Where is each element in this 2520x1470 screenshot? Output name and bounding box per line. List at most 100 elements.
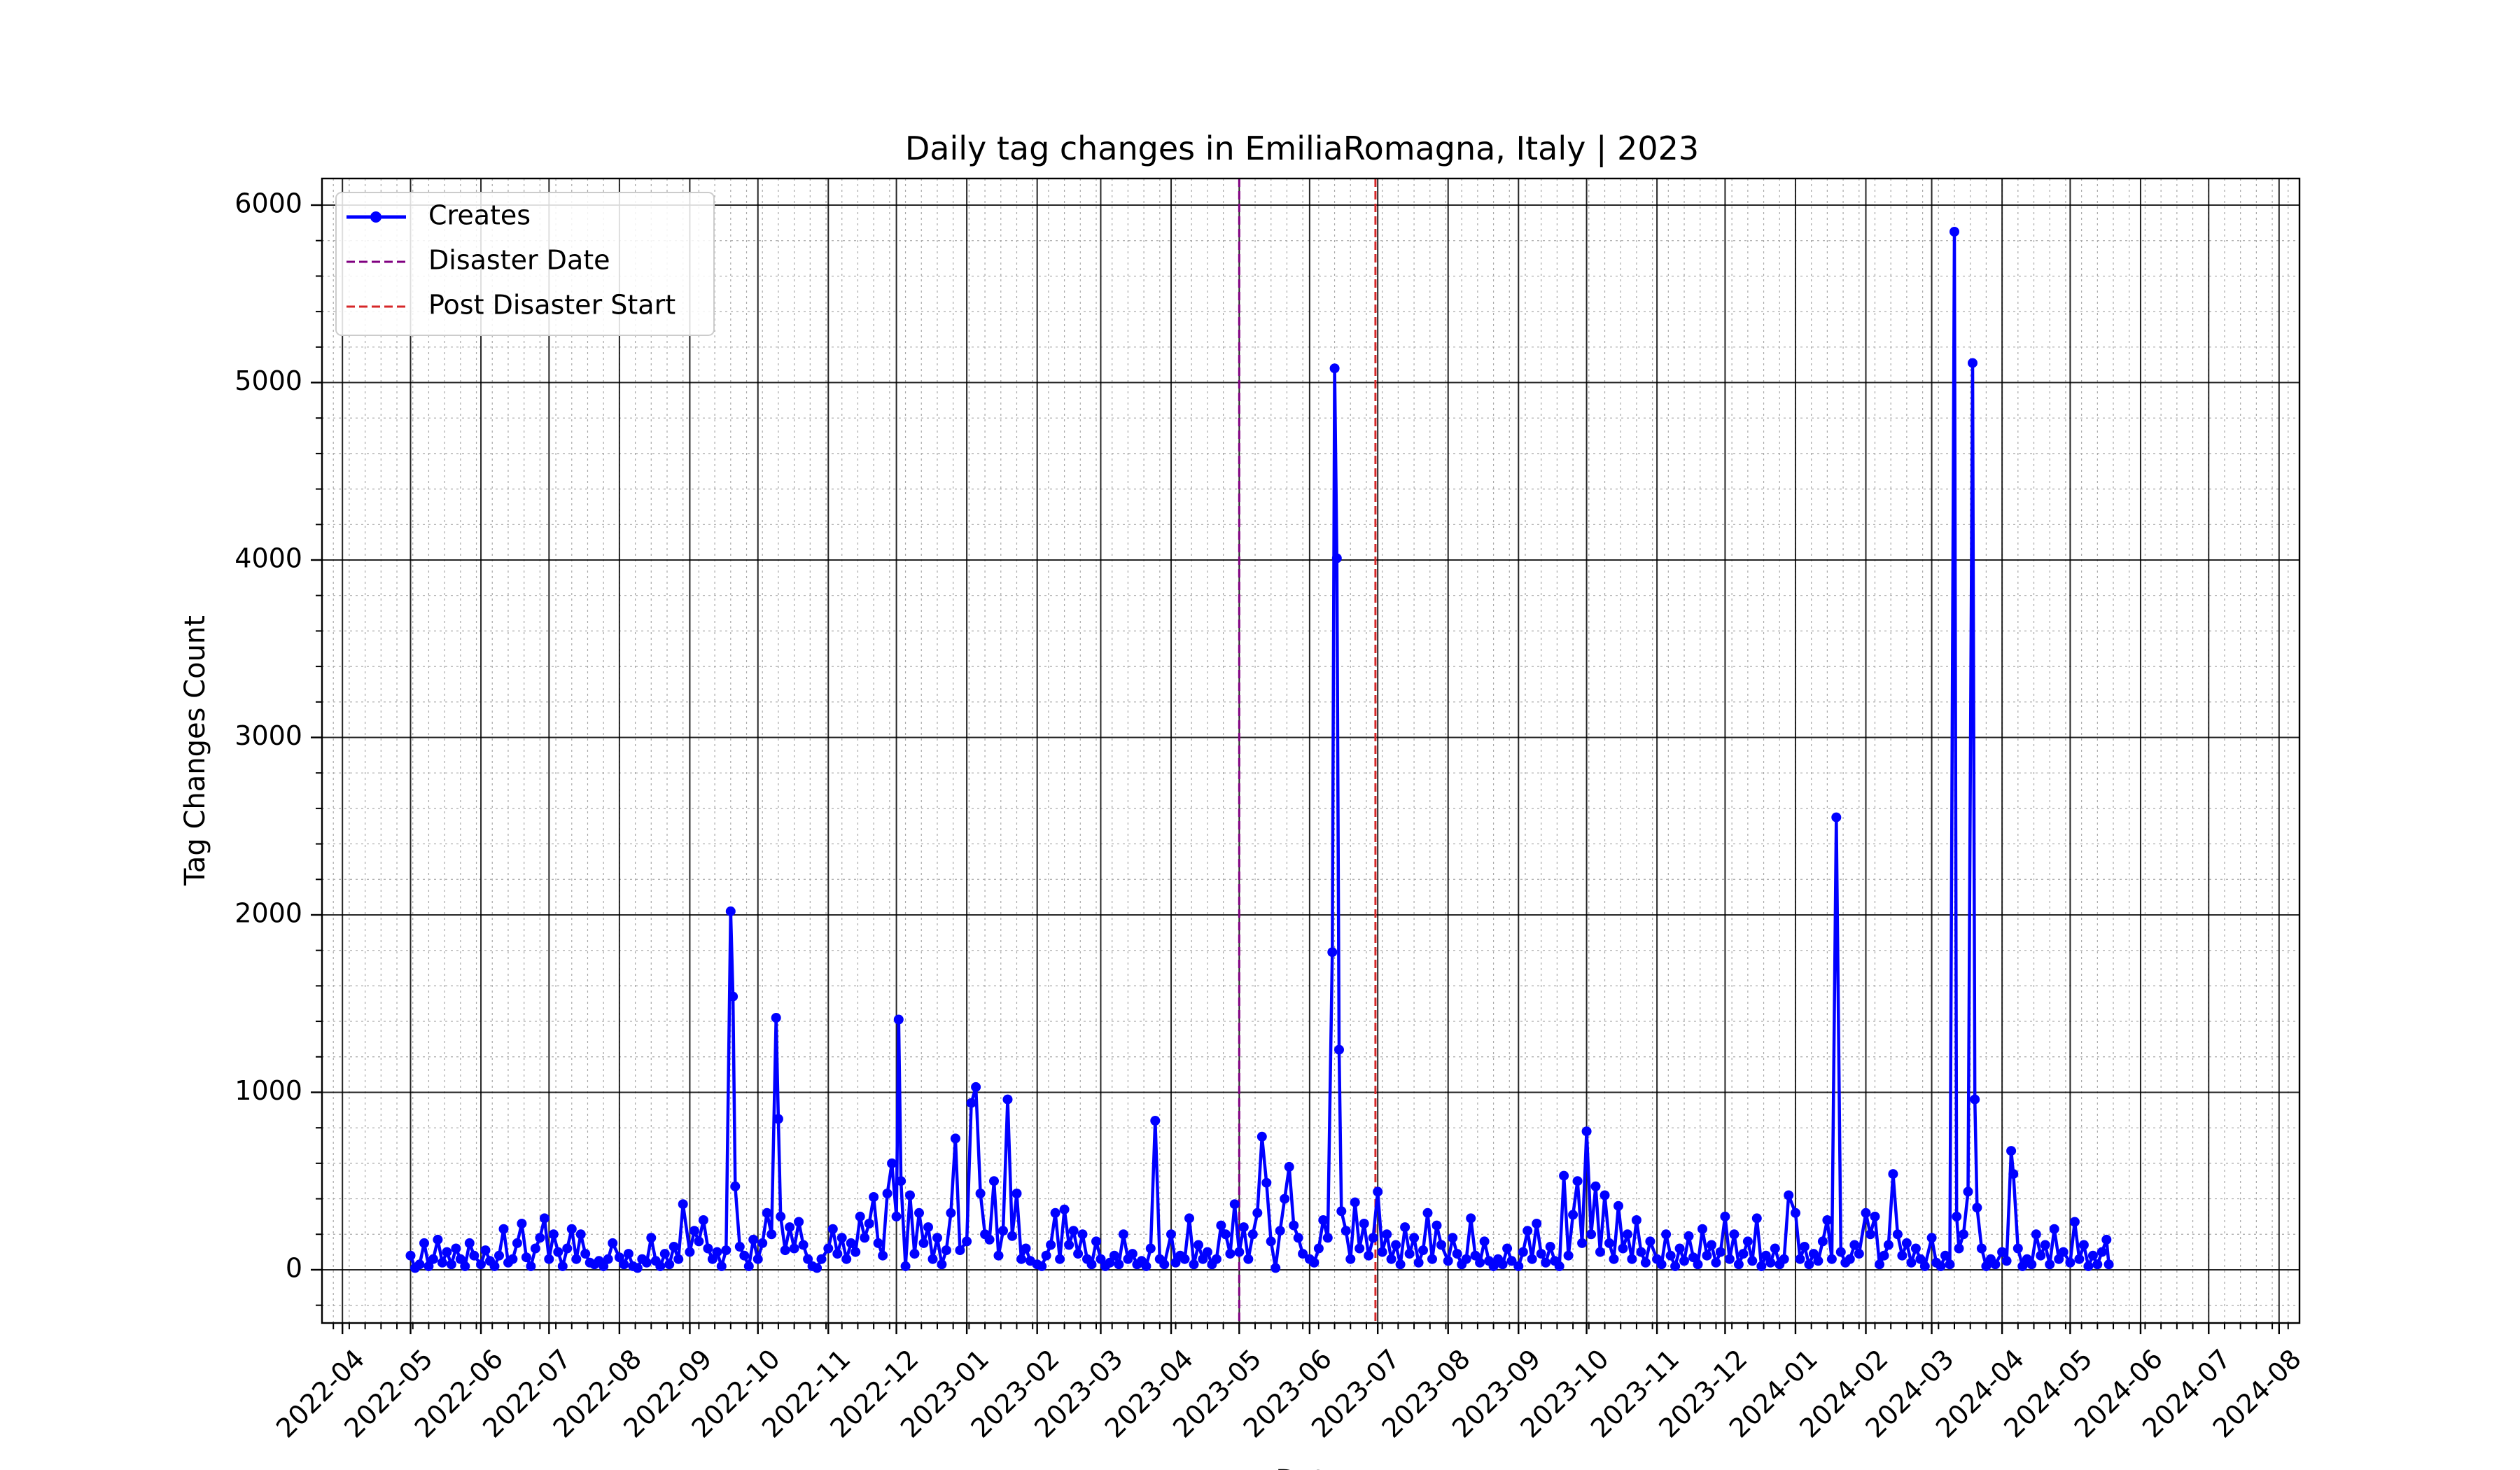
- creates-point: [1865, 1229, 1875, 1240]
- legend-entry-post-disaster-start: Post Disaster Start: [346, 290, 676, 321]
- creates-point: [1770, 1243, 1780, 1254]
- creates-point: [1470, 1250, 1480, 1261]
- creates-point: [789, 1243, 799, 1254]
- creates-point: [1590, 1181, 1601, 1191]
- creates-point: [1791, 1208, 1800, 1218]
- creates-point: [2092, 1259, 2103, 1270]
- legend-label: Creates: [428, 200, 531, 231]
- creates-point: [1693, 1259, 1703, 1270]
- creates-point: [1609, 1254, 1619, 1264]
- creates-point: [1318, 1215, 1329, 1225]
- creates-point: [725, 906, 736, 916]
- creates-point: [776, 1211, 786, 1222]
- creates-point: [1194, 1240, 1203, 1250]
- creates-point: [2054, 1254, 2064, 1264]
- creates-point: [548, 1229, 559, 1240]
- creates-point: [1198, 1254, 1208, 1264]
- creates-point: [539, 1213, 550, 1224]
- creates-point: [998, 1226, 1008, 1236]
- creates-point: [1479, 1236, 1490, 1247]
- creates-point: [1475, 1257, 1485, 1268]
- creates-point: [526, 1261, 536, 1271]
- event-lines: [1238, 178, 1377, 1323]
- creates-point: [946, 1208, 956, 1218]
- creates-point: [1527, 1254, 1537, 1264]
- creates-point: [1618, 1243, 1628, 1254]
- creates-point: [1184, 1213, 1194, 1224]
- legend-box: [335, 192, 715, 336]
- creates-point: [1096, 1254, 1106, 1264]
- creates-point: [2083, 1261, 2094, 1271]
- creates-point: [1313, 1243, 1324, 1254]
- data-series: [405, 227, 2114, 1273]
- creates-point: [1359, 1219, 1369, 1228]
- creates-point: [1586, 1229, 1597, 1240]
- creates-point: [1897, 1250, 1907, 1261]
- creates-point: [1733, 1259, 1744, 1270]
- creates-point: [716, 1261, 727, 1271]
- creates-point: [827, 1224, 838, 1234]
- creates-point: [1572, 1176, 1583, 1186]
- creates-point: [803, 1254, 813, 1264]
- creates-point: [1707, 1240, 1716, 1250]
- creates-point: [1046, 1240, 1056, 1250]
- creates-point: [1879, 1250, 1889, 1261]
- creates-point: [1813, 1256, 1823, 1266]
- legend-marker-creates: [370, 211, 382, 223]
- creates-point: [1656, 1259, 1667, 1270]
- creates-point: [608, 1238, 618, 1248]
- creates-point: [730, 1181, 741, 1191]
- creates-point: [1844, 1254, 1855, 1264]
- creates-point: [1461, 1254, 1471, 1264]
- creates-point: [794, 1217, 804, 1227]
- creates-point: [739, 1250, 750, 1261]
- creates-point: [1021, 1243, 1031, 1254]
- creates-point: [1720, 1211, 1730, 1222]
- creates-point: [1506, 1256, 1517, 1266]
- creates-point: [498, 1224, 509, 1234]
- creates-point: [1990, 1259, 2001, 1270]
- legend: Creates Disaster Date Post Disaster Start: [335, 192, 715, 336]
- creates-point: [1261, 1177, 1272, 1188]
- creates-point: [2036, 1250, 2046, 1261]
- creates-point: [1309, 1257, 1320, 1268]
- creates-point: [771, 1013, 781, 1023]
- creates-point: [1756, 1261, 1767, 1271]
- creates-point: [2008, 1169, 2019, 1180]
- creates-point: [1935, 1261, 1946, 1271]
- creates-point: [507, 1254, 518, 1264]
- creates-point: [1518, 1247, 1528, 1257]
- creates-point: [1436, 1240, 1446, 1250]
- creates-point: [1883, 1240, 1893, 1250]
- creates-point: [1427, 1254, 1437, 1264]
- creates-point: [1350, 1197, 1360, 1208]
- creates-point: [1919, 1261, 1930, 1271]
- creates-point: [850, 1247, 861, 1257]
- creates-point: [1623, 1229, 1632, 1240]
- creates-point: [451, 1243, 461, 1254]
- creates-point: [1488, 1261, 1499, 1271]
- creates-point: [1997, 1247, 2008, 1257]
- creates-point: [1448, 1233, 1458, 1243]
- creates-point: [1091, 1236, 1101, 1247]
- creates-point: [614, 1252, 624, 1263]
- creates-point: [1559, 1170, 1569, 1181]
- creates-point: [1225, 1249, 1236, 1259]
- creates-point: [1631, 1215, 1642, 1225]
- creates-point: [405, 1250, 416, 1261]
- creates-point: [1055, 1254, 1065, 1264]
- creates-point: [469, 1250, 479, 1261]
- creates-point: [1238, 1222, 1249, 1233]
- creates-point: [1234, 1247, 1245, 1257]
- creates-point: [2031, 1229, 2041, 1240]
- creates-point: [1284, 1161, 1294, 1172]
- creates-point: [1068, 1226, 1079, 1236]
- creates-point: [1835, 1247, 1846, 1257]
- creates-point: [2104, 1259, 2114, 1270]
- creates-point: [414, 1259, 425, 1270]
- creates-point: [1497, 1259, 1508, 1270]
- creates-point: [2001, 1256, 2012, 1266]
- creates-point: [1077, 1229, 1088, 1240]
- y-tick-label: 0: [286, 1252, 302, 1283]
